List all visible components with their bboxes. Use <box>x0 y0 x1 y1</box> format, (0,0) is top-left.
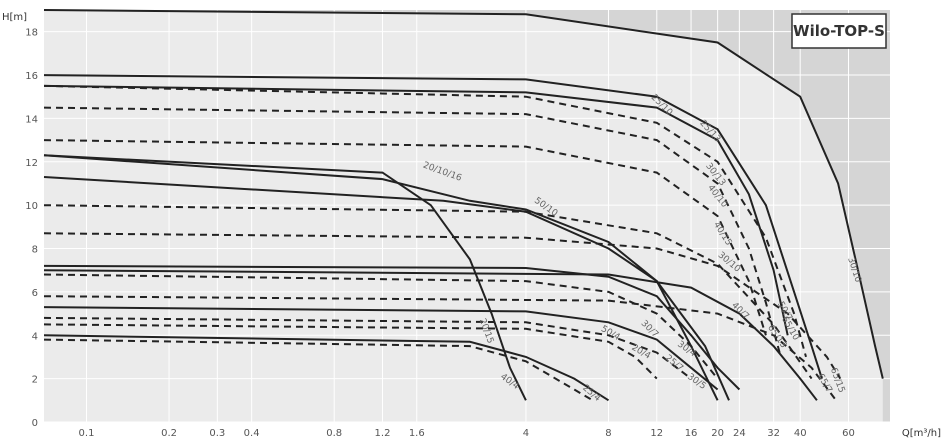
y-tick-label: 8 <box>32 245 38 256</box>
x-tick-label: 60 <box>842 428 855 439</box>
x-tick-label: 1.2 <box>375 428 391 439</box>
pump-curve <box>43 84 807 358</box>
pump-curve <box>43 176 730 401</box>
x-tick-label: 40 <box>794 428 807 439</box>
y-tick-label: 16 <box>25 71 38 82</box>
y-tick-label: 2 <box>32 375 38 386</box>
y-tick-label: 14 <box>25 114 38 125</box>
pump-curve <box>43 264 741 391</box>
pump-curve <box>43 84 789 336</box>
curves <box>43 9 884 402</box>
y-tick-label: 10 <box>25 201 38 212</box>
title-box <box>791 13 887 49</box>
x-tick-label: 16 <box>685 428 698 439</box>
x-tick-label: 0.3 <box>209 428 225 439</box>
x-tick-label: 4 <box>523 428 529 439</box>
x-tick-label: 0.4 <box>244 428 260 439</box>
pump-curve <box>43 9 884 379</box>
x-axis-label: Q[m³/h] <box>902 428 941 439</box>
pump-curve <box>43 139 767 336</box>
x-tick-label: 1.6 <box>409 428 425 439</box>
x-tick-label: 12 <box>650 428 663 439</box>
y-tick-label: 18 <box>25 28 38 39</box>
pump-curve <box>43 316 692 380</box>
y-tick-label: 6 <box>32 288 38 299</box>
x-tick-label: 24 <box>733 428 746 439</box>
x-tick-label: 0.2 <box>161 428 177 439</box>
x-tick-label: 8 <box>605 428 611 439</box>
y-tick-label: 12 <box>25 158 38 169</box>
ticks: 0.1 0.2 0.3 0.4 0.8 1.2 1.6 4 8 12 16 20 24 32 40 60024… <box>25 28 855 439</box>
grid <box>44 10 890 423</box>
pump-curve <box>43 306 719 391</box>
y-tick-label: 0 <box>32 418 38 429</box>
y-axis-label: H[m] <box>2 12 27 23</box>
pump-curve <box>43 232 842 380</box>
y-tick-label: 4 <box>32 331 38 342</box>
x-tick-label: 32 <box>767 428 780 439</box>
chart-title: Wilo-TOP-S <box>793 22 885 40</box>
pump-curve <box>43 204 813 380</box>
pump-curve <box>43 269 818 401</box>
x-tick-label: 0.1 <box>79 428 95 439</box>
pump-curve <box>43 323 658 380</box>
x-tick-label: 0.8 <box>326 428 342 439</box>
x-tick-label: 20 <box>711 428 724 439</box>
pump-curve <box>43 338 594 402</box>
pump-curve <box>43 106 782 358</box>
pump-curve <box>43 154 527 401</box>
pump-curve <box>43 334 610 402</box>
pump-curve <box>43 295 837 401</box>
